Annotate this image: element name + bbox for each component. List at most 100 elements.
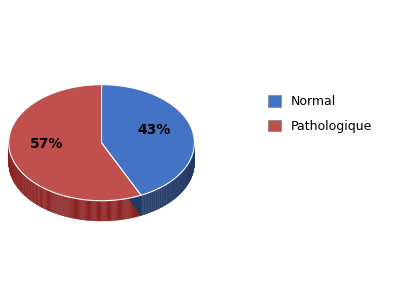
Polygon shape [165, 184, 166, 205]
Polygon shape [180, 173, 181, 194]
Polygon shape [96, 200, 97, 221]
Polygon shape [17, 167, 18, 188]
Polygon shape [9, 85, 141, 201]
Polygon shape [99, 201, 100, 221]
Polygon shape [35, 183, 36, 204]
Polygon shape [159, 188, 160, 209]
Polygon shape [111, 200, 112, 221]
Polygon shape [19, 169, 20, 190]
Polygon shape [47, 190, 48, 211]
Polygon shape [173, 179, 174, 200]
Polygon shape [23, 174, 24, 195]
Polygon shape [101, 201, 102, 221]
Polygon shape [137, 196, 138, 217]
Polygon shape [100, 201, 101, 221]
Polygon shape [172, 180, 173, 201]
Polygon shape [164, 185, 165, 206]
Polygon shape [136, 196, 137, 217]
Polygon shape [91, 200, 92, 221]
Polygon shape [41, 187, 42, 208]
Polygon shape [149, 192, 150, 213]
Text: 43%: 43% [137, 123, 171, 137]
Polygon shape [37, 184, 38, 205]
Polygon shape [108, 200, 109, 221]
Polygon shape [134, 197, 135, 217]
Polygon shape [135, 197, 136, 217]
Polygon shape [177, 176, 178, 197]
Polygon shape [125, 199, 127, 219]
Polygon shape [160, 187, 161, 208]
Polygon shape [80, 199, 81, 220]
Polygon shape [72, 198, 73, 218]
Polygon shape [181, 172, 182, 192]
Polygon shape [168, 183, 169, 203]
Polygon shape [75, 198, 76, 219]
Polygon shape [97, 201, 98, 221]
Polygon shape [102, 143, 141, 216]
Polygon shape [78, 199, 79, 219]
Polygon shape [46, 189, 47, 210]
Polygon shape [116, 200, 117, 220]
Polygon shape [60, 195, 62, 215]
Polygon shape [54, 193, 56, 214]
Polygon shape [56, 193, 58, 214]
Polygon shape [102, 201, 104, 221]
Polygon shape [30, 180, 31, 200]
Polygon shape [139, 195, 140, 216]
Polygon shape [89, 200, 90, 221]
Polygon shape [156, 189, 157, 210]
Polygon shape [38, 185, 39, 206]
Polygon shape [32, 181, 33, 202]
Polygon shape [50, 191, 51, 211]
Polygon shape [170, 181, 171, 202]
Polygon shape [51, 191, 52, 212]
Polygon shape [83, 200, 85, 220]
Polygon shape [87, 200, 88, 220]
Polygon shape [90, 200, 91, 221]
Polygon shape [114, 200, 116, 220]
Polygon shape [22, 173, 23, 194]
Polygon shape [133, 197, 134, 218]
Polygon shape [26, 176, 27, 197]
Polygon shape [161, 187, 162, 208]
Polygon shape [49, 190, 50, 211]
Polygon shape [138, 196, 139, 217]
Polygon shape [182, 171, 183, 192]
Polygon shape [86, 200, 87, 220]
Polygon shape [147, 193, 148, 214]
Polygon shape [102, 85, 194, 195]
Polygon shape [85, 200, 86, 220]
Polygon shape [150, 192, 151, 213]
Polygon shape [42, 187, 43, 208]
Polygon shape [31, 181, 32, 202]
Polygon shape [66, 196, 68, 217]
Polygon shape [20, 170, 21, 192]
Polygon shape [18, 168, 19, 189]
Polygon shape [146, 193, 147, 214]
Polygon shape [118, 200, 119, 220]
Polygon shape [104, 201, 105, 221]
Polygon shape [131, 198, 132, 218]
Polygon shape [79, 199, 80, 219]
Polygon shape [120, 199, 121, 220]
Polygon shape [81, 199, 83, 220]
Polygon shape [151, 192, 152, 212]
Polygon shape [154, 190, 155, 211]
Polygon shape [144, 194, 145, 215]
Polygon shape [58, 194, 60, 215]
Polygon shape [148, 193, 149, 213]
Polygon shape [73, 198, 74, 218]
Polygon shape [44, 189, 46, 209]
Polygon shape [36, 184, 37, 205]
Polygon shape [68, 197, 69, 217]
Polygon shape [169, 182, 170, 203]
Polygon shape [76, 198, 77, 219]
Polygon shape [175, 178, 176, 198]
Polygon shape [102, 143, 141, 216]
Polygon shape [25, 176, 26, 197]
Polygon shape [43, 188, 44, 208]
Polygon shape [27, 178, 28, 198]
Polygon shape [16, 166, 17, 187]
Polygon shape [117, 200, 118, 220]
Polygon shape [88, 200, 89, 220]
